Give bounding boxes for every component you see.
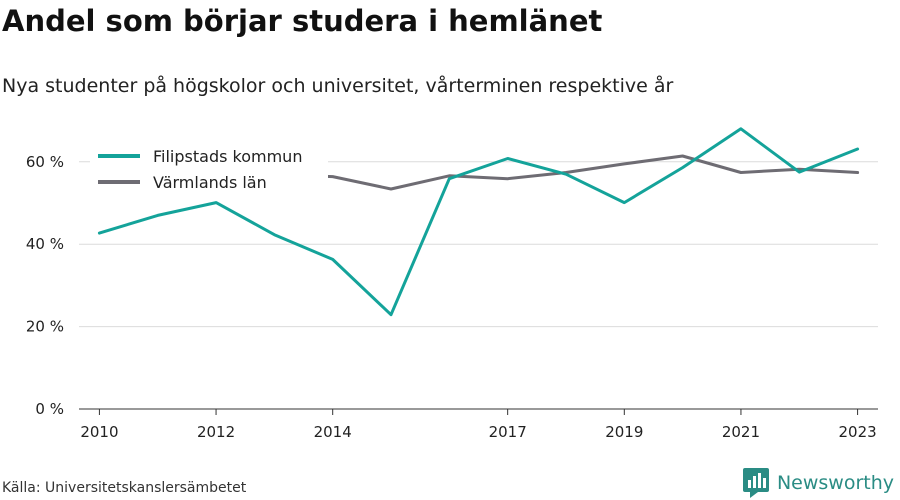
x-tick-label: 2019 bbox=[605, 423, 643, 441]
chart-title: Andel som börjar studera i hemlänet bbox=[2, 4, 603, 38]
legend-label: Filipstads kommun bbox=[153, 147, 302, 166]
series-line-filipstad bbox=[97, 127, 860, 317]
brand-name: Newsworthy bbox=[776, 472, 894, 494]
x-tick-label: 2021 bbox=[722, 423, 760, 441]
x-tick-label: 2014 bbox=[314, 423, 352, 441]
brand-logo: Newsworthy bbox=[742, 468, 894, 498]
y-tick-label: 40 % bbox=[26, 235, 64, 253]
x-axis: 2010 2012 2014 2017 2019 2021 2023 bbox=[79, 408, 878, 441]
newsworthy-logo-icon bbox=[742, 468, 769, 498]
source-note: Källa: Universitetskanslersämbetet bbox=[2, 480, 247, 496]
x-tick-label: 2023 bbox=[838, 423, 876, 441]
line-chart: 2010 2012 2014 2017 2019 2021 2023 0 % 20 % 40 %… bbox=[26, 127, 878, 441]
legend: Filipstads kommun Värmlands län bbox=[90, 142, 328, 194]
y-axis-labels: 0 % 20 % 40 % 60 % bbox=[26, 153, 64, 418]
y-tick-label: 0 % bbox=[35, 400, 64, 418]
y-tick-label: 20 % bbox=[26, 318, 64, 336]
x-tick-label: 2010 bbox=[80, 423, 118, 441]
legend-background bbox=[90, 142, 328, 194]
chart-subtitle: Nya studenter på högskolor och universit… bbox=[2, 75, 674, 97]
x-tick-label: 2012 bbox=[197, 423, 235, 441]
legend-label: Värmlands län bbox=[153, 173, 267, 192]
y-tick-label: 60 % bbox=[26, 153, 64, 171]
x-tick-label: 2017 bbox=[489, 423, 527, 441]
